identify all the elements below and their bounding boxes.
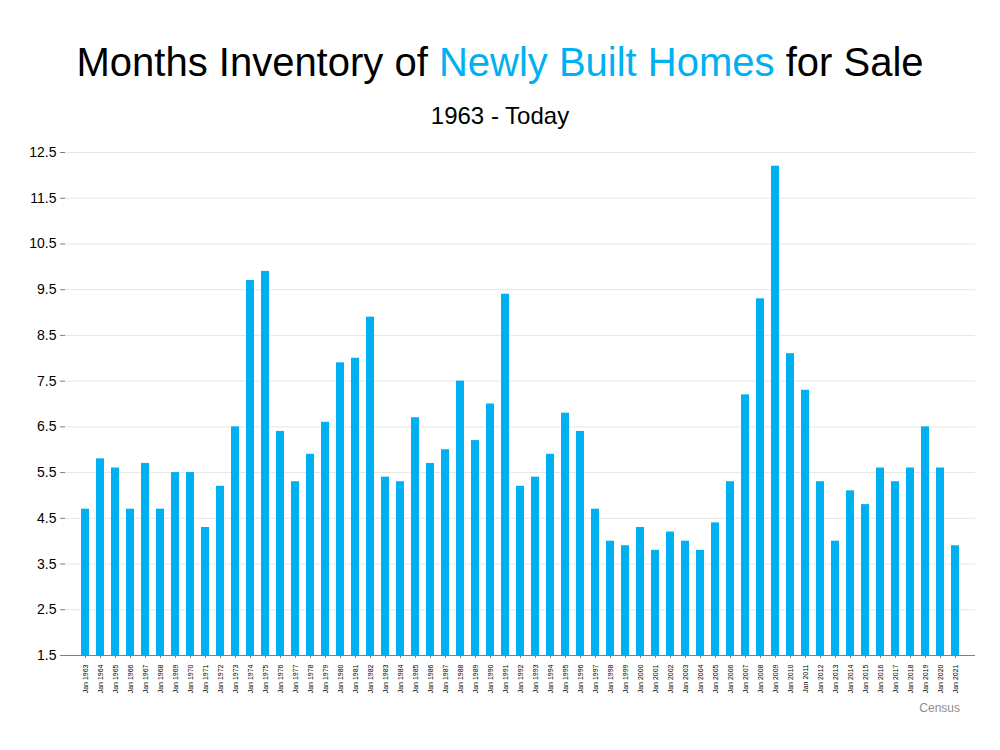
svg-text:Jan 1995: Jan 1995	[562, 664, 569, 693]
svg-text:Jan 1988: Jan 1988	[457, 664, 464, 693]
svg-text:Jan 2021: Jan 2021	[952, 664, 959, 693]
svg-text:Jan 1977: Jan 1977	[292, 664, 299, 693]
svg-text:7.5: 7.5	[37, 373, 57, 389]
svg-text:Jan 1976: Jan 1976	[277, 664, 284, 693]
svg-text:8.5: 8.5	[37, 327, 57, 343]
svg-text:Jan 1980: Jan 1980	[337, 664, 344, 693]
svg-text:Jan 2015: Jan 2015	[862, 664, 869, 693]
svg-text:Jan 2017: Jan 2017	[892, 664, 899, 693]
svg-text:Jan 1993: Jan 1993	[532, 664, 539, 693]
svg-text:Jan 1996: Jan 1996	[577, 664, 584, 693]
svg-text:Jan 1987: Jan 1987	[442, 664, 449, 693]
svg-text:Jan 1981: Jan 1981	[352, 664, 359, 693]
svg-text:Jan 1968: Jan 1968	[157, 664, 164, 693]
svg-text:10.5: 10.5	[29, 235, 56, 251]
svg-text:5.5: 5.5	[37, 464, 57, 480]
svg-text:6.5: 6.5	[37, 418, 57, 434]
svg-text:Jan 2010: Jan 2010	[787, 664, 794, 693]
svg-text:Jan 2012: Jan 2012	[817, 664, 824, 693]
svg-text:Jan 1989: Jan 1989	[472, 664, 479, 693]
svg-text:Jan 2013: Jan 2013	[832, 664, 839, 693]
svg-text:Jan 2016: Jan 2016	[877, 664, 884, 693]
svg-text:Jan 1967: Jan 1967	[142, 664, 149, 693]
svg-text:Jan 2006: Jan 2006	[727, 664, 734, 693]
svg-text:Jan 2020: Jan 2020	[937, 664, 944, 693]
html-text:Census: Census	[919, 701, 960, 715]
svg-text:Jan 2000: Jan 2000	[637, 664, 644, 693]
svg-text:Jan 2001: Jan 2001	[652, 664, 659, 693]
svg-text:Jan 1982: Jan 1982	[367, 664, 374, 693]
svg-text:Jan 2008: Jan 2008	[757, 664, 764, 693]
svg-text:Jan 2007: Jan 2007	[742, 664, 749, 693]
svg-text:Jan 2009: Jan 2009	[772, 664, 779, 693]
svg-text:Jan 1974: Jan 1974	[247, 664, 254, 693]
svg-text:Jan 1998: Jan 1998	[607, 664, 614, 693]
html-text:Months Inventory of Newly Buil: Months Inventory of Newly Built Homes fo…	[76, 40, 924, 84]
svg-text:Jan 1985: Jan 1985	[412, 664, 419, 693]
svg-text:Jan 2019: Jan 2019	[922, 664, 929, 693]
svg-text:Jan 1990: Jan 1990	[487, 664, 494, 693]
svg-text:4.5: 4.5	[37, 510, 57, 526]
svg-text:Jan 1972: Jan 1972	[217, 664, 224, 693]
svg-text:Jan 2005: Jan 2005	[712, 664, 719, 693]
svg-text:Jan 1966: Jan 1966	[127, 664, 134, 693]
svg-text:Jan 1970: Jan 1970	[187, 664, 194, 693]
svg-text:Jan 1971: Jan 1971	[202, 664, 209, 693]
svg-text:1.5: 1.5	[37, 647, 57, 663]
svg-text:11.5: 11.5	[30, 190, 56, 206]
svg-text:Jan 1997: Jan 1997	[592, 664, 599, 693]
svg-text:Jan 2018: Jan 2018	[907, 664, 914, 693]
svg-text:Jan 1979: Jan 1979	[322, 664, 329, 693]
svg-text:Jan 1983: Jan 1983	[382, 664, 389, 693]
svg-text:Jan 2014: Jan 2014	[847, 664, 854, 693]
svg-text:3.5: 3.5	[37, 556, 57, 572]
svg-text:Jan 1963: Jan 1963	[82, 664, 89, 693]
svg-text:9.5: 9.5	[37, 281, 57, 297]
svg-text:Jan 1964: Jan 1964	[97, 664, 104, 693]
svg-text:Jan 1984: Jan 1984	[397, 664, 404, 693]
svg-text:Jan 1973: Jan 1973	[232, 664, 239, 693]
svg-text:2.5: 2.5	[37, 601, 57, 617]
svg-text:12.5: 12.5	[29, 144, 56, 160]
svg-text:Jan 1991: Jan 1991	[502, 664, 509, 693]
svg-text:Jan 2002: Jan 2002	[667, 664, 674, 693]
svg-text:Jan 2011: Jan 2011	[802, 664, 809, 692]
svg-text:Jan 2003: Jan 2003	[682, 664, 689, 693]
svg-text:Jan 2004: Jan 2004	[697, 664, 704, 693]
svg-text:Jan 1969: Jan 1969	[172, 664, 179, 693]
svg-text:Jan 1999: Jan 1999	[622, 664, 629, 693]
svg-text:Jan 1994: Jan 1994	[547, 664, 554, 693]
svg-text:Jan 1978: Jan 1978	[307, 664, 314, 693]
html-text:1963 - Today: 1963 - Today	[430, 102, 570, 129]
svg-text:Jan 1986: Jan 1986	[427, 664, 434, 693]
svg-text:Jan 1992: Jan 1992	[517, 664, 524, 693]
svg-text:Jan 1965: Jan 1965	[112, 664, 119, 693]
svg-text:Jan 1975: Jan 1975	[262, 664, 269, 693]
